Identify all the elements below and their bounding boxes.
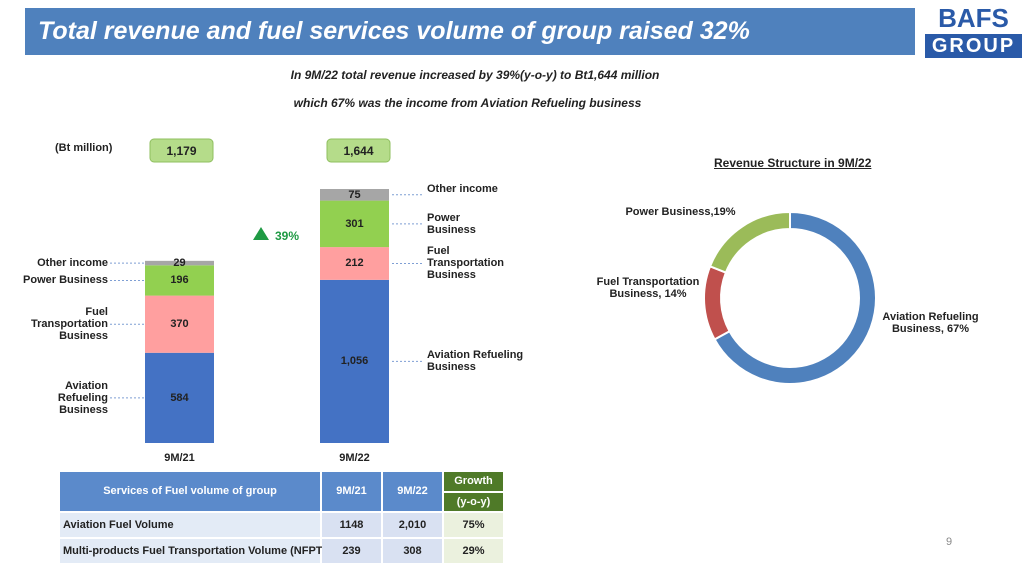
total-label: 1,644: [343, 144, 374, 158]
series-label: Aviation Refueling Business: [57, 379, 108, 416]
bar-segment: [320, 200, 389, 248]
table-cell: 29%: [444, 539, 503, 563]
series-label: Fuel Transportation Business: [427, 245, 505, 282]
donut-slice: [708, 210, 791, 274]
table-cell: 1148: [322, 513, 381, 537]
table-cell: 2,010: [383, 513, 442, 537]
series-label: Other income: [427, 182, 498, 195]
slide-title: Total revenue and fuel services volume o…: [38, 17, 750, 45]
x-tick-label: 9M/22: [339, 452, 370, 464]
bar-segment: [145, 295, 214, 353]
slice-label: Power Business,19%: [625, 206, 736, 218]
unit-label: (Bt million): [55, 142, 113, 154]
total-label: 1,179: [166, 144, 197, 158]
table-cell: 75%: [444, 513, 503, 537]
growth-label: 39%: [275, 229, 300, 243]
slice-label: Fuel Transportation Business, 14%: [596, 276, 700, 300]
series-label: Other income: [37, 257, 108, 270]
series-label: Fuel Transportation Business: [30, 306, 108, 343]
growth-arrow: [253, 227, 269, 240]
table-header: Services of Fuel volume of group: [60, 472, 320, 511]
table-cell: 239: [322, 539, 381, 563]
donut-slice: [713, 210, 877, 385]
bar-segment: [145, 352, 214, 443]
data-label: 75: [348, 188, 361, 201]
subtitle: In 9M/22 total revenue increased by 39%(…: [290, 68, 660, 82]
total-box: [149, 138, 214, 163]
x-tick-label: 9M/21: [164, 452, 195, 464]
bar-segment: [320, 279, 389, 443]
slice-label: Aviation Refueling Business, 67%: [882, 311, 979, 335]
table-header: 9M/22: [383, 472, 442, 511]
total-box: [326, 138, 391, 163]
bar-segment: [320, 189, 389, 201]
data-label: 1,056: [340, 355, 369, 368]
data-label: 212: [345, 257, 364, 270]
logo-top: BAFS: [938, 3, 1009, 33]
bar-segment: [145, 260, 214, 266]
logo-bottom: GROUP: [925, 34, 1022, 58]
data-label: 301: [345, 217, 364, 230]
data-label: 29: [173, 257, 186, 270]
bar-segment: [145, 265, 214, 296]
bar-segment: [320, 247, 389, 280]
table-cell: 308: [383, 539, 442, 563]
data-label: 584: [170, 391, 189, 404]
table-header: 9M/21: [322, 472, 381, 511]
data-label: 370: [170, 318, 189, 331]
data-label: 196: [170, 274, 189, 287]
table-header: (y-o-y): [444, 493, 503, 511]
title-band: [25, 8, 915, 55]
table-cell: Aviation Fuel Volume: [60, 513, 320, 537]
series-label: Aviation Refueling Business: [427, 349, 524, 374]
series-label: Power Business: [23, 274, 108, 287]
series-label: Power Business: [427, 211, 476, 236]
subtitle: which 67% was the income from Aviation R…: [293, 96, 642, 110]
page-number: 9: [946, 536, 953, 548]
table-cell: Multi-products Fuel Transportation Volum…: [60, 539, 326, 563]
pie-title: Revenue Structure in 9M/22: [714, 156, 872, 170]
table-header: Growth: [444, 472, 503, 491]
